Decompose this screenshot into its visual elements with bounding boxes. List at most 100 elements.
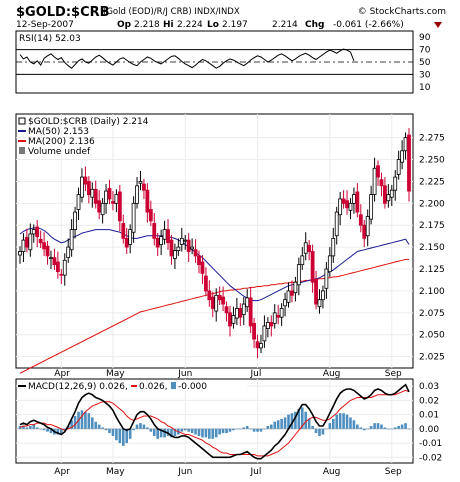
- macd-histogram-bar: [146, 427, 149, 429]
- macd-histogram-bar: [335, 414, 339, 429]
- price-tick-label: 2.225: [419, 177, 445, 187]
- price-candle-body: [314, 279, 318, 305]
- price-tick-label: 2.125: [419, 265, 445, 275]
- macd-histogram-bar: [328, 423, 332, 429]
- macd-histogram-bar: [300, 407, 304, 429]
- legend-swatch-histogram: [171, 382, 176, 389]
- x-tick-label: Aug: [323, 467, 341, 477]
- price-candle-body: [358, 214, 363, 226]
- macd-histogram-bar: [232, 428, 235, 431]
- price-candle-body: [259, 343, 263, 349]
- price-candle-body: [142, 183, 146, 191]
- price-candle-body: [55, 261, 60, 273]
- macd-legend-histogram: -0.000: [178, 382, 207, 392]
- price-candle-body: [221, 296, 226, 305]
- price-candle-body: [255, 341, 260, 349]
- macd-histogram-bar: [163, 428, 166, 438]
- x-tick-label: Sep: [385, 467, 402, 477]
- price-candle-body: [183, 239, 188, 242]
- x-tick-label: Jun: [177, 467, 192, 477]
- macd-tick-label: 0.01: [419, 411, 439, 421]
- macd-histogram-bar: [387, 428, 390, 430]
- macd-histogram-bar: [352, 420, 356, 429]
- price-candle-body: [310, 251, 315, 283]
- price-candle-body: [49, 257, 53, 260]
- price-tick-label: 2.150: [419, 243, 445, 253]
- price-candle-body: [355, 191, 360, 213]
- price-candle-body: [262, 325, 267, 342]
- price-candle-body: [159, 236, 164, 245]
- price-panel: [15, 113, 414, 369]
- rsi-legend: RSI(14) 52.03: [19, 34, 81, 44]
- price-candle-body: [386, 194, 391, 202]
- price-candle-body: [228, 312, 232, 327]
- macd-histogram-bar: [273, 421, 277, 429]
- macd-histogram-bar: [249, 428, 252, 430]
- price-candle-body: [28, 233, 33, 251]
- price-candle-body: [224, 306, 229, 314]
- macd-histogram-bar: [84, 411, 87, 429]
- macd-histogram-bar: [342, 413, 345, 429]
- price-candle-body: [234, 308, 239, 319]
- price-candle-body: [69, 229, 74, 251]
- price-candle-body: [186, 239, 191, 252]
- price-candle-body: [62, 259, 67, 276]
- price-candle-body: [217, 294, 222, 301]
- watermark: © StockCharts.com: [358, 7, 446, 17]
- price-candle-body: [338, 198, 343, 216]
- high-label: Hi: [163, 20, 174, 30]
- macd-histogram-bar: [194, 428, 197, 435]
- macd-histogram-bar: [314, 428, 318, 434]
- macd-histogram-bar: [270, 424, 273, 429]
- macd-histogram-bar: [87, 413, 91, 429]
- x-tick-label: Aug: [323, 369, 341, 379]
- macd-histogram-bar: [139, 423, 142, 429]
- macd-histogram-bar: [115, 428, 118, 441]
- macd-histogram-bar: [118, 428, 122, 444]
- x-tick-label: May: [106, 369, 125, 379]
- macd-histogram-bar: [46, 428, 49, 432]
- price-candle-body: [66, 246, 71, 259]
- price-candle-body: [135, 185, 139, 204]
- macd-histogram-bar: [245, 425, 249, 429]
- price-candle-body: [321, 290, 325, 301]
- macd-histogram-bar: [256, 428, 259, 432]
- macd-histogram-bar: [325, 428, 328, 430]
- macd-tick-label: -0.02: [419, 453, 442, 463]
- macd-histogram-bar: [297, 408, 301, 429]
- price-candle-body: [334, 211, 339, 237]
- price-legend-entry: MA(50) 2.153: [28, 127, 89, 137]
- macd-histogram-bar: [208, 428, 211, 439]
- macd-histogram-bar: [228, 428, 232, 432]
- macd-histogram-bar: [252, 428, 256, 432]
- price-candle-body: [252, 322, 256, 340]
- macd-histogram-bar: [197, 428, 201, 436]
- price-candle-body: [400, 150, 405, 163]
- price-candle-body: [207, 290, 212, 301]
- macd-histogram-bar: [376, 423, 380, 429]
- x-tick-label: Sep: [385, 369, 402, 379]
- quote-date: 12-Sep-2007: [16, 20, 74, 30]
- macd-histogram-bar: [173, 428, 177, 436]
- low-value: 2.197: [222, 20, 248, 30]
- price-candle-body: [393, 176, 398, 191]
- macd-histogram-bar: [73, 416, 77, 429]
- macd-histogram-bar: [187, 428, 190, 432]
- macd-histogram-bar: [276, 420, 280, 429]
- macd-histogram-bar: [266, 425, 270, 429]
- macd-histogram-bar: [80, 410, 84, 429]
- macd-histogram-bar: [218, 428, 221, 435]
- price-candle-body: [97, 200, 102, 213]
- price-candle-body: [83, 176, 88, 185]
- macd-histogram-bar: [90, 417, 94, 429]
- macd-histogram-bar: [211, 428, 215, 439]
- price-candle-body: [18, 251, 22, 256]
- price-candle-body: [283, 299, 287, 307]
- price-candle-body: [362, 224, 367, 239]
- rsi-tick-label: 10: [419, 83, 431, 93]
- price-candle-body: [276, 315, 281, 318]
- price-candle-body: [100, 202, 105, 216]
- price-legend-entry: MA(200) 2.136: [28, 137, 95, 147]
- ma50-line: [19, 227, 410, 302]
- macd-histogram-bar: [383, 427, 387, 429]
